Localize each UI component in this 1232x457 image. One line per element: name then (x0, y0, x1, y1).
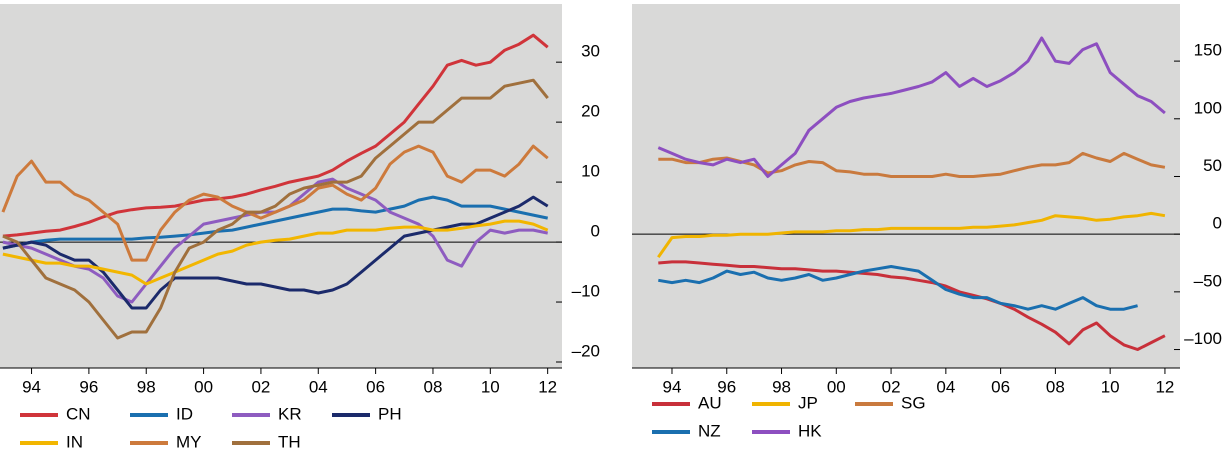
x-tick-label: 00 (194, 377, 213, 396)
data-line (2, 78, 549, 340)
data-line (2, 33, 549, 238)
x-tick-label: 12 (1155, 377, 1174, 396)
data-line (2, 195, 549, 310)
data-line (2, 195, 549, 250)
y-tick-label: 0 (1213, 214, 1222, 233)
y-tick-label: –20 (572, 341, 600, 360)
x-tick-label: 12 (538, 377, 557, 396)
legend-label: MY (176, 432, 202, 451)
x-tick-label: 08 (424, 377, 443, 396)
legend-label: ID (176, 404, 193, 423)
data-line (657, 36, 1166, 178)
y-tick-label: 10 (581, 162, 600, 181)
legend-label: SG (901, 393, 926, 412)
legend-label: TH (278, 432, 301, 451)
x-tick-label: 00 (827, 377, 846, 396)
legend-label: NZ (698, 421, 721, 440)
y-tick-label: 150 (1194, 41, 1222, 60)
x-tick-label: 06 (366, 377, 385, 396)
plot-area (632, 4, 1180, 368)
data-line (2, 219, 549, 286)
x-tick-label: 10 (481, 377, 500, 396)
x-tick-label: 02 (882, 377, 901, 396)
data-line (657, 211, 1166, 259)
legend-label: KR (278, 404, 302, 423)
x-tick-label: 04 (936, 377, 955, 396)
y-tick-label: 0 (591, 222, 600, 241)
y-tick-label: 20 (581, 102, 600, 121)
legend-label: HK (798, 421, 822, 440)
x-tick-label: 96 (717, 377, 736, 396)
y-tick-label: 100 (1194, 98, 1222, 117)
x-tick-label: 98 (137, 377, 156, 396)
x-tick-label: 02 (251, 377, 270, 396)
legend-label: IN (66, 432, 83, 451)
data-line (658, 265, 1138, 311)
data-line (1, 144, 549, 262)
y-tick-label: –50 (1194, 271, 1222, 290)
x-tick-label: 94 (22, 377, 41, 396)
x-tick-label: 98 (772, 377, 791, 396)
x-tick-label: 94 (663, 377, 682, 396)
data-line (658, 260, 1166, 351)
legend-label: CN (66, 404, 91, 423)
x-tick-label: 04 (309, 377, 328, 396)
legend-label: AU (698, 393, 722, 412)
legend-label: PH (378, 404, 402, 423)
x-tick-label: 10 (1101, 377, 1120, 396)
x-tick-label: 06 (991, 377, 1010, 396)
y-tick-label: 50 (1203, 156, 1222, 175)
y-tick-label: –100 (1184, 329, 1222, 348)
y-tick-label: 30 (581, 42, 600, 61)
x-tick-label: 08 (1046, 377, 1065, 396)
legend-label: JP (798, 393, 818, 412)
x-tick-label: 96 (79, 377, 98, 396)
y-tick-label: –10 (572, 282, 600, 301)
